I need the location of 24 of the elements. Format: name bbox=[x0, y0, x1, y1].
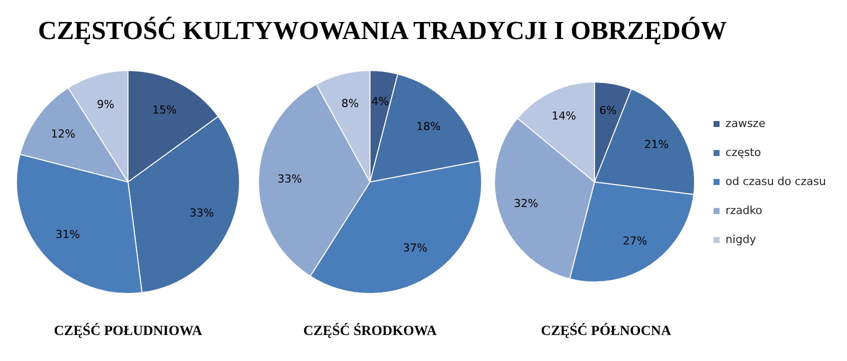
data-label: 15% bbox=[152, 103, 177, 116]
legend-label: nigdy bbox=[726, 232, 757, 246]
data-label: 37% bbox=[402, 241, 428, 254]
data-label: 18% bbox=[416, 120, 441, 133]
data-label: 33% bbox=[189, 206, 214, 220]
legend-label: często bbox=[726, 146, 762, 159]
data-label: 12% bbox=[50, 128, 76, 141]
data-label: 21% bbox=[644, 138, 669, 152]
text: CZĘŚĆ PÓŁNOCNA bbox=[540, 324, 672, 340]
text: CZĘSTOŚĆ KULTYWOWANIA TRADYCJI I OBRZĘDÓW bbox=[38, 16, 728, 46]
legend-label: zawsze bbox=[726, 116, 766, 130]
legend-label: rzadko bbox=[726, 204, 763, 217]
data-label: 6% bbox=[599, 104, 617, 118]
text: CZĘŚĆ POŁUDNIOWA bbox=[52, 324, 204, 340]
data-label: 27% bbox=[622, 234, 648, 248]
legend-label: od czasu do czasu bbox=[726, 174, 826, 188]
data-label: 31% bbox=[56, 228, 80, 241]
data-label: 33% bbox=[278, 172, 302, 186]
data-label: 8% bbox=[341, 97, 359, 110]
data-label: 4% bbox=[371, 95, 389, 108]
data-label: 9% bbox=[96, 98, 114, 111]
data-label: 32% bbox=[514, 197, 538, 210]
data-label: 14% bbox=[552, 110, 576, 123]
text: CZĘŚĆ ŚRODKOWA bbox=[302, 324, 438, 340]
